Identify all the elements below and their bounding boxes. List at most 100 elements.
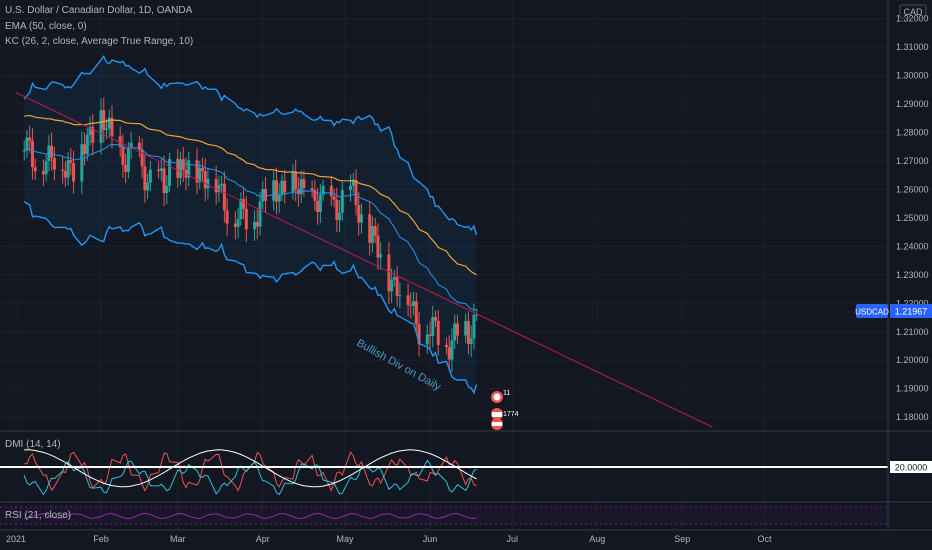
dmi-pane-label[interactable]: DMI (14, 14): [5, 439, 61, 450]
candle-body: [349, 185, 353, 190]
candle-body: [414, 301, 418, 325]
y-tick-label: 1.22000: [896, 298, 929, 308]
x-tick-label: Oct: [758, 534, 773, 544]
candle-body: [236, 219, 240, 227]
candle-body: [417, 324, 421, 345]
candle-body: [124, 165, 128, 172]
rsi-pane-label[interactable]: RSI (21, close): [5, 510, 72, 521]
keltner-lower-line: [23, 200, 478, 395]
ema-50-line: [24, 114, 477, 276]
chart-title: U.S. Dollar / Canadian Dollar, 1D, OANDA: [5, 5, 193, 16]
event-icon-1774[interactable]: 1774: [491, 408, 519, 420]
symbol-badge-bg: [856, 304, 888, 318]
candle-body: [225, 210, 229, 224]
y-tick-label: 1.24000: [896, 241, 929, 251]
candle-body: [332, 196, 336, 200]
candle-body: [258, 201, 262, 227]
candle-body: [283, 180, 287, 193]
candle-body: [129, 142, 133, 149]
candle-body: [203, 170, 207, 189]
candle-body: [187, 160, 191, 178]
candle-body: [137, 142, 141, 151]
kc-legend[interactable]: KC (26, 2, close, Average True Range, 10…: [5, 36, 194, 47]
candle-body: [63, 170, 67, 178]
keltner-middle-line: [24, 143, 477, 311]
candle-body: [453, 323, 457, 341]
candle-body: [157, 169, 161, 172]
candle-body: [41, 171, 45, 175]
x-tick-label: Feb: [93, 534, 109, 544]
x-tick-label: Apr: [256, 534, 270, 544]
candle-body: [425, 334, 429, 345]
candle-body: [181, 159, 185, 170]
candle-body: [66, 160, 70, 178]
candle-body: [52, 157, 56, 170]
candle-body: [233, 223, 237, 227]
candle-body: [338, 212, 342, 220]
ema-legend[interactable]: EMA (50, close, 0): [5, 21, 87, 32]
candle-body: [61, 169, 65, 171]
candle-body: [373, 225, 377, 236]
candle-body: [217, 185, 221, 193]
candle-body: [390, 279, 394, 292]
candle-body: [200, 167, 204, 171]
candle-body: [206, 178, 210, 189]
candle-body: [25, 137, 29, 151]
dmi-level-value: 20.0000: [895, 463, 928, 473]
candle-body: [376, 235, 380, 258]
candle-body: [329, 185, 333, 197]
candle-body: [351, 179, 355, 186]
candle-body: [272, 180, 276, 201]
y-tick-label: 1.21000: [896, 327, 929, 337]
candle-body: [107, 117, 111, 129]
indicator-panes: [0, 449, 888, 525]
candle-body: [409, 305, 413, 307]
candle-body: [431, 316, 435, 336]
keltner-channel-fill: [24, 56, 477, 393]
candle-body: [140, 150, 144, 167]
keltner-fill: [24, 56, 477, 393]
candle-body: [264, 189, 268, 201]
event-icon-earnings[interactable]: [491, 418, 503, 430]
candle-body: [294, 171, 298, 190]
candle-body: [44, 161, 48, 175]
candle-body: [104, 128, 108, 130]
candle-body: [387, 254, 391, 292]
candle-body: [30, 140, 34, 168]
symbol-badge: USDCAD: [855, 308, 889, 317]
y-tick-label: 1.29000: [896, 99, 929, 109]
x-tick-label: Mar: [170, 534, 186, 544]
y-tick-label: 1.19000: [896, 384, 929, 394]
candle-body: [118, 136, 122, 148]
event-icon-11[interactable]: 11: [491, 390, 510, 403]
candle-body: [91, 126, 95, 143]
currency-label: CAD: [899, 4, 927, 19]
candle-body: [291, 171, 295, 193]
candle-body: [406, 295, 410, 306]
candle-body: [436, 320, 440, 345]
candle-body: [242, 199, 246, 209]
candle-body: [85, 134, 89, 155]
candle-body: [316, 200, 320, 212]
candle-body: [176, 158, 180, 178]
candle-body: [222, 183, 226, 211]
symbol-price-badge: USDCAD 1.21967: [855, 304, 932, 318]
candle-body: [450, 340, 454, 360]
candle-body: [434, 316, 438, 321]
y-tick-label: 1.25000: [896, 213, 929, 223]
indicator-lines: [15, 55, 713, 428]
x-tick-label: Jul: [507, 534, 519, 544]
rsi-line: [24, 512, 477, 520]
y-tick-label: 1.18000: [896, 412, 929, 422]
candle-body: [444, 344, 448, 348]
candle-body: [318, 194, 322, 212]
currency-text: CAD: [903, 7, 923, 17]
y-tick-label: 1.26000: [896, 184, 929, 194]
candle-body: [302, 179, 306, 188]
adx-line: [24, 449, 477, 488]
candle-body: [310, 187, 314, 190]
candle-body: [168, 158, 172, 187]
candle-body: [392, 276, 396, 280]
candle-body: [340, 189, 344, 213]
